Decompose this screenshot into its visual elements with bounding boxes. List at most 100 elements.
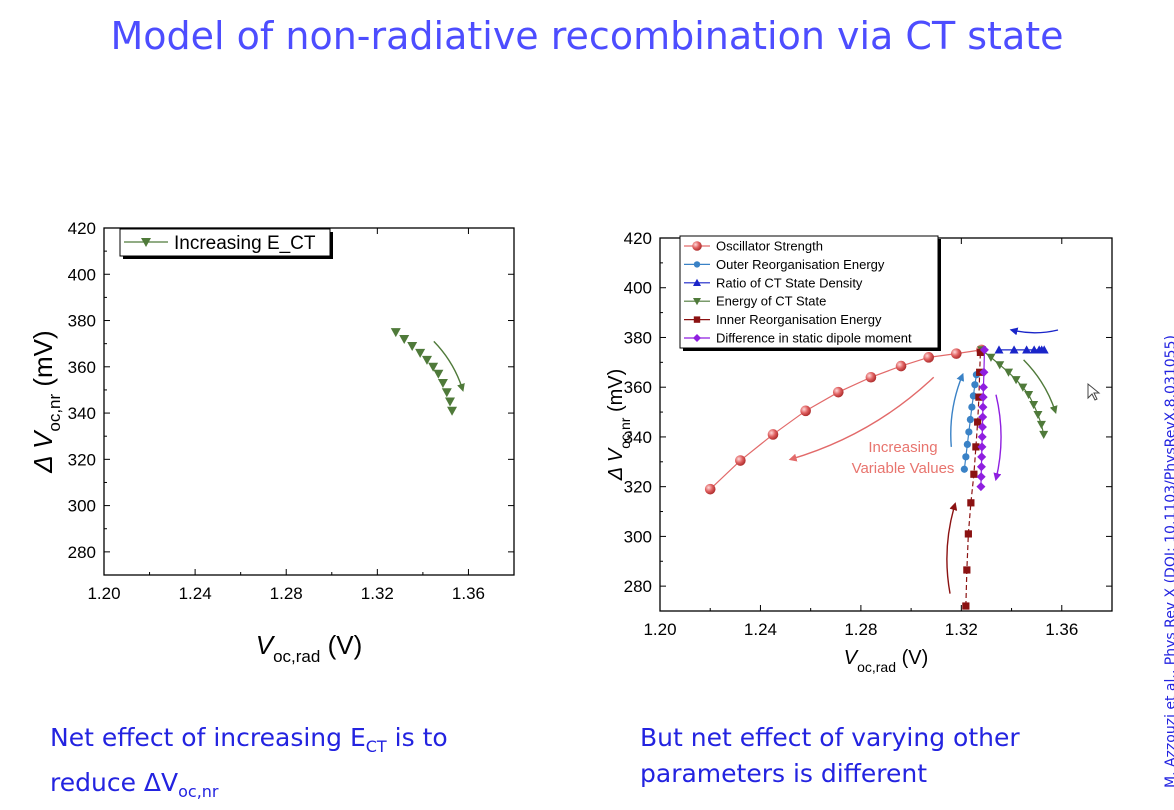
trend-arrow — [993, 394, 1002, 482]
trend-arrow — [433, 340, 465, 392]
legend: Increasing E_CT — [119, 228, 333, 259]
chart-left: 1.20 1.24 1.28 1.32 1.36 280 300 320 340 360 380 40… — [28, 219, 515, 666]
y-tick-label: 360 — [624, 378, 652, 397]
trend-arrow — [788, 376, 935, 462]
legend: Oscillator Strength Outer Reorganisation … — [679, 235, 941, 351]
y-tick-label: 420 — [624, 229, 652, 248]
data-point — [1039, 430, 1049, 439]
data-point — [978, 382, 988, 392]
data-point — [735, 455, 746, 466]
data-point — [415, 348, 426, 358]
legend-marker — [693, 278, 701, 286]
data-point — [976, 462, 986, 472]
x-tick-label: 1.36 — [452, 584, 485, 603]
data-point — [967, 499, 975, 507]
y-axis-title: Δ Voc,nr (mV) — [28, 330, 64, 473]
data-point — [979, 345, 989, 355]
data-point — [977, 432, 987, 442]
data-point — [978, 402, 988, 412]
data-point — [976, 482, 986, 492]
x-axis-title: Voc,rad (V) — [256, 630, 362, 666]
data-point — [1036, 420, 1046, 429]
legend-label: Increasing E_CT — [174, 233, 316, 254]
y-tick-label: 280 — [68, 543, 96, 562]
data-point — [865, 371, 877, 383]
series-line — [981, 349, 1045, 435]
data-point — [951, 348, 962, 359]
series-3 — [977, 346, 1049, 439]
data-point — [923, 352, 934, 363]
data-point — [444, 397, 455, 407]
data-point — [800, 405, 811, 417]
data-point — [977, 442, 987, 452]
data-point — [963, 566, 971, 574]
series-line — [965, 352, 982, 607]
trend-arrow — [1009, 327, 1059, 336]
caption-right-line2: parameters is different — [640, 759, 928, 788]
data-point — [976, 472, 986, 482]
data-point — [399, 335, 410, 345]
data-point — [433, 369, 444, 379]
x-tick-label: 1.28 — [844, 620, 877, 639]
y-tick-label: 300 — [68, 497, 96, 516]
x-tick-label: 1.24 — [179, 584, 212, 603]
series-2 — [994, 345, 1049, 354]
series-0 — [390, 328, 458, 416]
legend-marker — [693, 334, 701, 342]
data-point — [965, 428, 973, 436]
data-point — [447, 406, 458, 416]
y-tick-label: 400 — [68, 265, 96, 284]
y-tick-label: 320 — [624, 478, 652, 497]
caption-left-line2-prefix: reduce ΔV — [50, 768, 179, 797]
y-tick-label: 420 — [68, 219, 96, 238]
caption-left-prefix: Net effect of increasing E — [50, 723, 366, 752]
annotation-line2: Variable Values — [852, 460, 955, 477]
trend-arrow — [1023, 359, 1058, 414]
caption-left-sub: CT — [365, 737, 387, 756]
trend-arrow — [946, 502, 958, 594]
chart-right: 1.20 1.24 1.28 1.32 1.36 280 300 320 340 360 380 40… — [605, 229, 1113, 675]
data-point — [832, 386, 844, 398]
data-point — [966, 415, 974, 424]
data-point — [390, 328, 401, 338]
data-point — [963, 440, 971, 448]
x-tick-label: 1.24 — [744, 620, 777, 639]
data-point — [407, 341, 418, 351]
data-point — [960, 465, 968, 473]
legend-marker — [692, 241, 702, 251]
data-point — [421, 355, 432, 365]
y-axis-title: Δ Voc,nr (mV) — [605, 369, 633, 482]
series-5 — [976, 345, 989, 492]
caption-left-line2: reduce ΔVoc,nr — [50, 765, 448, 810]
legend-marker — [693, 298, 701, 306]
y-tick-label: 400 — [624, 279, 652, 298]
data-point — [979, 367, 989, 377]
y-tick-label: 280 — [624, 577, 652, 596]
legend-marker — [693, 316, 701, 323]
caption-left-line2-sub: oc,nr — [178, 782, 219, 801]
data-point — [895, 360, 907, 372]
data-point — [1024, 391, 1034, 400]
legend-marker — [693, 261, 701, 268]
data-point — [1018, 383, 1028, 392]
data-point — [962, 453, 970, 461]
y-tick-label: 380 — [68, 312, 96, 331]
x-tick-label: 1.20 — [643, 620, 676, 639]
data-point — [704, 483, 716, 495]
slide-title: Model of non-radiative recombination via… — [110, 14, 1064, 58]
x-tick-label: 1.20 — [87, 584, 120, 603]
data-point — [962, 602, 970, 610]
caption-left-suffix: is to — [386, 723, 448, 752]
legend-label: Energy of CT State — [716, 294, 826, 309]
data-point — [1039, 345, 1049, 354]
y-tick-label: 300 — [624, 527, 652, 546]
data-point — [995, 361, 1005, 370]
data-point — [977, 422, 987, 432]
y-tick-label: 360 — [68, 358, 96, 377]
y-tick-label: 320 — [68, 450, 96, 469]
data-point — [441, 388, 452, 398]
data-point — [964, 530, 972, 538]
data-point — [968, 403, 976, 411]
series-line — [709, 349, 982, 490]
data-point — [1011, 376, 1021, 385]
